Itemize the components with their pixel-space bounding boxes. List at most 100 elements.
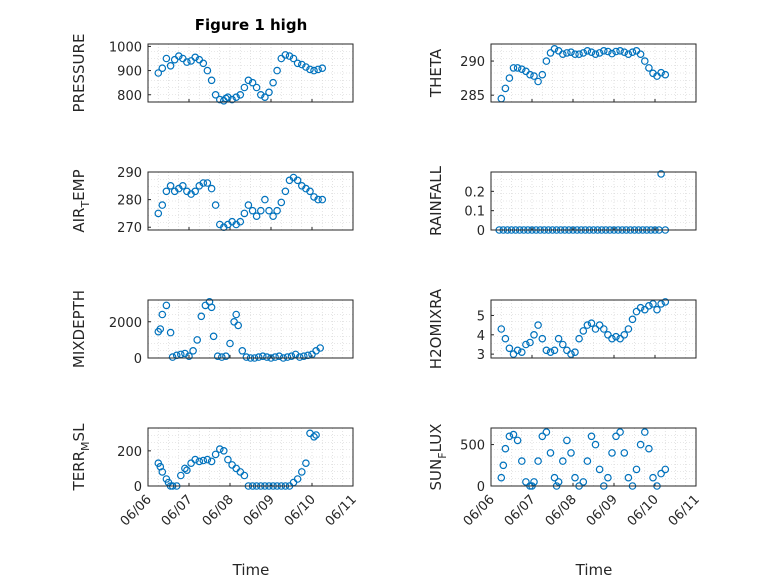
data-point bbox=[509, 430, 518, 439]
data-point bbox=[265, 206, 273, 215]
data-point bbox=[318, 64, 327, 73]
data-point bbox=[499, 461, 508, 470]
subplot-4: 0 0.1 0.2 RAINFALL bbox=[427, 165, 697, 239]
data-point bbox=[558, 340, 567, 349]
data-point bbox=[513, 346, 522, 355]
y-tick-label: 800 bbox=[117, 89, 142, 104]
x-tick-label: 06/09 bbox=[584, 492, 621, 529]
data-point bbox=[220, 446, 228, 455]
x-tick-label: 06/09 bbox=[241, 492, 278, 529]
axes-frame bbox=[490, 43, 697, 103]
data-point bbox=[240, 83, 249, 92]
data-point bbox=[248, 206, 257, 215]
data-point bbox=[306, 187, 314, 196]
data-point bbox=[612, 432, 620, 441]
data-point bbox=[224, 93, 232, 102]
data-point bbox=[271, 353, 279, 361]
data-point bbox=[608, 334, 616, 343]
data-point bbox=[203, 179, 212, 187]
data-point bbox=[653, 305, 661, 314]
data-point bbox=[501, 84, 510, 93]
data-point bbox=[158, 468, 167, 476]
data-point bbox=[645, 64, 653, 72]
data-point bbox=[538, 334, 547, 343]
data-point bbox=[179, 182, 187, 190]
data-point bbox=[211, 450, 220, 459]
data-point bbox=[583, 321, 592, 329]
data-point bbox=[256, 91, 265, 99]
data-point bbox=[207, 184, 216, 193]
y-tick-label: 280 bbox=[117, 194, 142, 209]
data-point bbox=[302, 63, 310, 71]
data-point bbox=[563, 436, 571, 445]
data-point bbox=[657, 469, 665, 478]
data-point bbox=[248, 78, 257, 87]
data-point bbox=[546, 449, 555, 457]
data-point bbox=[242, 353, 251, 361]
data-point bbox=[240, 209, 249, 218]
data-point bbox=[645, 444, 653, 453]
data-point bbox=[620, 449, 629, 457]
data-point bbox=[530, 72, 538, 80]
data-point bbox=[567, 350, 575, 358]
data-point bbox=[632, 465, 641, 474]
data-point bbox=[563, 49, 571, 57]
data-point bbox=[636, 303, 645, 312]
data-point bbox=[183, 466, 191, 475]
data-point bbox=[226, 339, 234, 348]
data-point bbox=[604, 473, 612, 482]
data-point bbox=[550, 346, 559, 355]
data-point bbox=[616, 334, 624, 343]
data-point bbox=[207, 457, 216, 466]
data-point bbox=[199, 59, 208, 68]
data-point bbox=[497, 325, 506, 333]
y-tick-label: 285 bbox=[460, 89, 485, 104]
data-point bbox=[265, 88, 273, 97]
data-point bbox=[281, 51, 290, 59]
axes-frame bbox=[147, 171, 354, 231]
data-point bbox=[275, 352, 284, 361]
data-point bbox=[591, 325, 600, 333]
y-tick-label: 0 bbox=[477, 224, 485, 239]
data-point bbox=[263, 353, 271, 361]
y-axis-label: PRESSURE bbox=[70, 34, 88, 113]
y-tick-label: 900 bbox=[117, 65, 142, 80]
data-point bbox=[583, 46, 592, 55]
data-point bbox=[517, 65, 526, 74]
data-point bbox=[534, 77, 542, 86]
data-point bbox=[604, 330, 612, 339]
data-point bbox=[283, 353, 292, 361]
x-tick-label: 06/06 bbox=[118, 492, 155, 529]
data-point bbox=[306, 65, 314, 74]
data-point bbox=[505, 74, 514, 82]
data-point bbox=[538, 432, 547, 441]
data-point bbox=[624, 325, 633, 333]
axes-frame bbox=[147, 427, 354, 487]
y-tick-label: 270 bbox=[117, 221, 142, 236]
data-point bbox=[228, 95, 236, 104]
subplot-7: 0 200 06/06 06/07 06/08 06/09 06/10 06/11 TERRMS… bbox=[70, 423, 360, 529]
x-tick-label: 06/07 bbox=[502, 492, 539, 529]
data-point bbox=[154, 209, 163, 218]
data-point bbox=[640, 57, 649, 65]
data-point bbox=[191, 187, 200, 196]
axes-frame bbox=[490, 299, 697, 359]
data-point bbox=[166, 328, 175, 337]
data-point bbox=[244, 76, 253, 85]
y-axis-label: MIXDEPTH bbox=[70, 290, 88, 368]
data-point bbox=[185, 352, 193, 361]
axes-frame bbox=[147, 43, 354, 103]
data-point bbox=[211, 201, 220, 209]
data-point bbox=[211, 91, 220, 99]
data-point bbox=[189, 346, 197, 355]
y-tick-label: 0.2 bbox=[464, 185, 485, 200]
data-point bbox=[636, 440, 645, 449]
subplot-5: 0 2000 MIXDEPTH bbox=[70, 290, 354, 368]
x-tick-label: 06/06 bbox=[461, 492, 498, 529]
data-point bbox=[640, 305, 649, 314]
x-tick-label: 06/10 bbox=[282, 492, 319, 529]
y-axis-label: SUNFLUX bbox=[427, 424, 449, 491]
data-point bbox=[318, 195, 327, 204]
data-point bbox=[530, 478, 538, 486]
